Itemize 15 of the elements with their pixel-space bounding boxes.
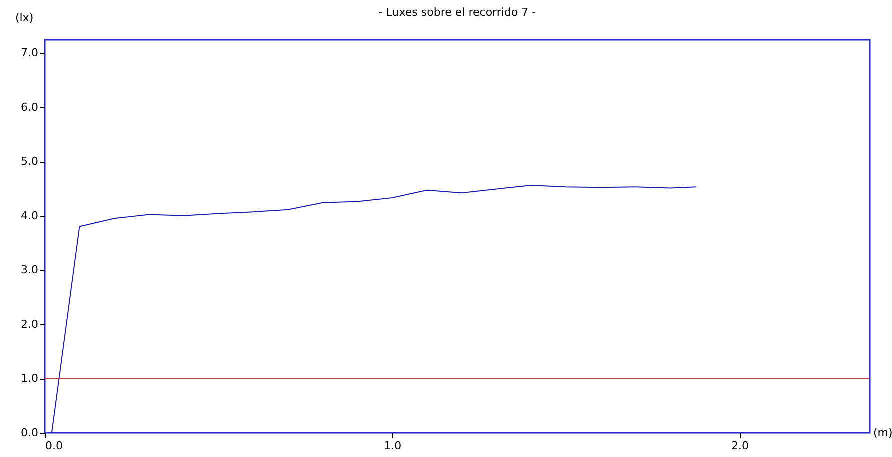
chart-title: - Luxes sobre el recorrido 7 - xyxy=(378,6,536,19)
y-tick-label: 3.0 xyxy=(21,264,38,277)
y-tick-label: 1.0 xyxy=(21,372,38,386)
line-series xyxy=(51,184,697,434)
y-axis-title: (lx) xyxy=(16,12,34,24)
y-tick-label: 7.0 xyxy=(21,46,38,60)
x-tick-label: 2.0 xyxy=(731,440,749,452)
y-tick-label: 6.0 xyxy=(21,100,38,114)
y-tick-label: 5.0 xyxy=(21,155,38,168)
x-tick-label: 0.0 xyxy=(46,440,63,452)
y-tick-label: 2.0 xyxy=(21,318,38,331)
y-tick-label: 0.0 xyxy=(21,426,38,440)
y-tick-label: 4.0 xyxy=(21,209,38,222)
x-tick-label: 1.0 xyxy=(384,440,402,452)
x-axis-title: (m) xyxy=(874,426,892,440)
